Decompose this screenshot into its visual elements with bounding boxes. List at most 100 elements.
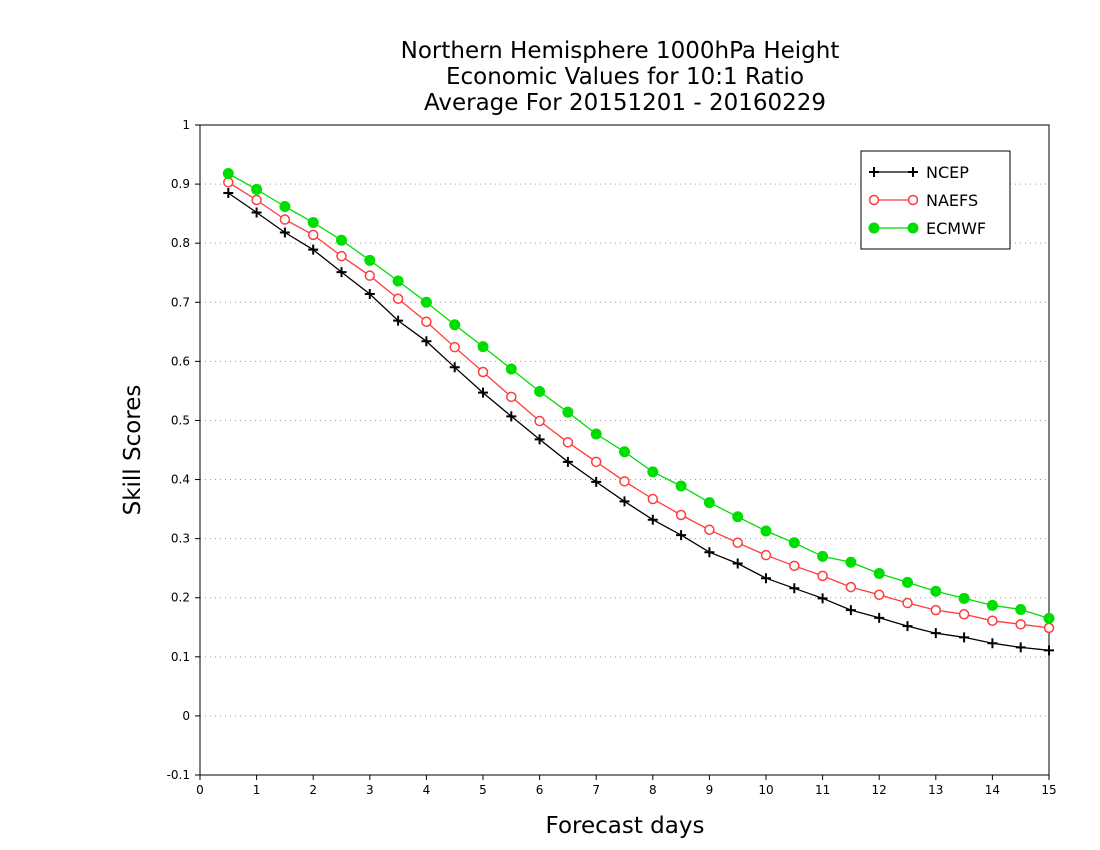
data-point-ncep <box>534 434 545 445</box>
data-point-naefs <box>336 250 347 262</box>
x-tick-label: 11 <box>815 783 830 797</box>
legend-marker-ecmwf <box>907 222 919 234</box>
data-point-ecmwf <box>534 386 546 397</box>
legend-marker-naefs <box>907 194 919 206</box>
data-point-naefs <box>789 560 800 572</box>
data-point-ncep <box>279 227 290 238</box>
data-point-ncep <box>619 496 630 507</box>
x-tick-label: 0 <box>196 783 204 797</box>
data-point-ecmwf <box>930 585 942 597</box>
data-point-naefs <box>506 391 517 403</box>
data-point-naefs <box>534 415 545 427</box>
x-tick-label: 14 <box>985 783 1000 797</box>
legend-marker-ncep <box>869 167 879 177</box>
data-point-naefs <box>675 509 687 521</box>
data-point-ncep <box>336 267 347 278</box>
y-tick-label: 0.9 <box>171 177 190 191</box>
data-point-ncep <box>223 187 234 198</box>
data-point-naefs <box>251 194 262 206</box>
y-tick-label: 0.4 <box>171 473 190 487</box>
title-line-2: Economic Values for 10:1 Ratio <box>446 64 804 90</box>
data-point-naefs <box>562 437 574 448</box>
y-tick-label: 0.5 <box>171 413 190 427</box>
legend-item-ecmwf: ECMWF <box>868 219 986 238</box>
chart-title: Northern Hemisphere 1000hPa Height Econo… <box>401 38 840 116</box>
data-point-ncep <box>874 612 885 623</box>
series-line-ncep <box>227 192 1050 651</box>
title-line-1: Northern Hemisphere 1000hPa Height <box>401 38 840 64</box>
series-ncep <box>223 187 1054 656</box>
data-point-naefs <box>732 537 743 549</box>
data-point-ecmwf <box>986 599 998 611</box>
data-point-ecmwf <box>703 497 715 509</box>
data-point-ncep <box>1044 645 1054 656</box>
data-point-naefs <box>817 570 828 582</box>
legend-items: NCEP NAEFS ECMWF <box>868 163 986 238</box>
y-tick-label: 0.3 <box>171 532 190 546</box>
y-tick-label: 0.6 <box>171 354 190 368</box>
data-point-ecmwf <box>336 234 347 246</box>
data-point-naefs <box>1015 619 1026 630</box>
data-point-naefs <box>930 604 942 616</box>
data-point-ecmwf <box>675 480 687 492</box>
data-point-ecmwf <box>222 167 234 179</box>
legend-marker-naefs <box>868 194 880 206</box>
data-point-ncep <box>902 621 913 632</box>
x-tick-label: 4 <box>423 783 431 797</box>
data-point-ncep <box>478 387 488 398</box>
data-point-ecmwf <box>760 525 772 537</box>
y-tick-label: -0.1 <box>167 768 190 782</box>
legend-label-ncep: NCEP <box>926 163 969 182</box>
series-ecmwf <box>222 167 1055 624</box>
data-point-ncep <box>393 315 404 326</box>
data-point-ecmwf <box>873 568 885 579</box>
data-point-ncep <box>421 336 432 347</box>
data-point-naefs <box>590 456 602 468</box>
data-point-ecmwf <box>647 466 659 478</box>
data-point-ncep <box>562 456 573 467</box>
y-axis-ticks: -0.1 0 0.1 0.2 0.3 0.4 0.5 0.6 0.7 0.8 0.9 1 <box>167 118 200 782</box>
data-point-naefs <box>449 341 460 353</box>
x-axis-label: Forecast days <box>546 813 705 839</box>
x-tick-label: 13 <box>928 783 943 797</box>
data-point-naefs <box>223 177 234 188</box>
data-point-ecmwf <box>1043 612 1055 624</box>
x-tick-label: 15 <box>1041 783 1056 797</box>
legend-label-ecmwf: ECMWF <box>926 219 986 238</box>
y-tick-label: 0 <box>182 709 190 723</box>
data-point-naefs <box>477 366 489 378</box>
data-point-ncep <box>704 547 715 558</box>
data-point-ncep <box>506 411 517 422</box>
data-point-ncep <box>930 628 941 639</box>
series-layer <box>222 167 1055 656</box>
y-tick-label: 0.8 <box>171 236 190 250</box>
data-point-naefs <box>845 581 857 593</box>
data-point-naefs <box>704 524 715 536</box>
y-tick-label: 0.2 <box>171 591 190 605</box>
data-point-ecmwf <box>420 296 432 308</box>
y-tick-label: 0.7 <box>171 295 190 309</box>
x-tick-label: 8 <box>649 783 657 797</box>
data-point-naefs <box>307 229 319 241</box>
data-point-ecmwf <box>307 217 319 228</box>
data-point-ecmwf <box>590 428 602 440</box>
plot-frame <box>199 124 1050 776</box>
data-point-ecmwf <box>364 254 376 266</box>
data-point-ecmwf <box>1015 604 1027 616</box>
data-point-naefs <box>647 493 659 505</box>
data-point-naefs <box>421 316 432 328</box>
data-point-naefs <box>958 609 970 620</box>
data-point-ncep <box>959 632 970 643</box>
data-point-ncep <box>251 207 262 218</box>
y-tick-label: 1 <box>182 118 190 132</box>
data-point-ecmwf <box>505 363 517 375</box>
data-point-ncep <box>449 362 460 373</box>
data-point-ecmwf <box>477 341 489 353</box>
data-point-ecmwf <box>845 556 857 568</box>
series-naefs <box>223 177 1055 634</box>
data-point-ecmwf <box>958 592 970 604</box>
legend-label-naefs: NAEFS <box>926 191 978 210</box>
x-axis-ticks: 0 1 2 3 4 5 6 7 8 9 10 11 12 13 14 15 <box>196 775 1057 797</box>
x-tick-label: 2 <box>309 783 317 797</box>
